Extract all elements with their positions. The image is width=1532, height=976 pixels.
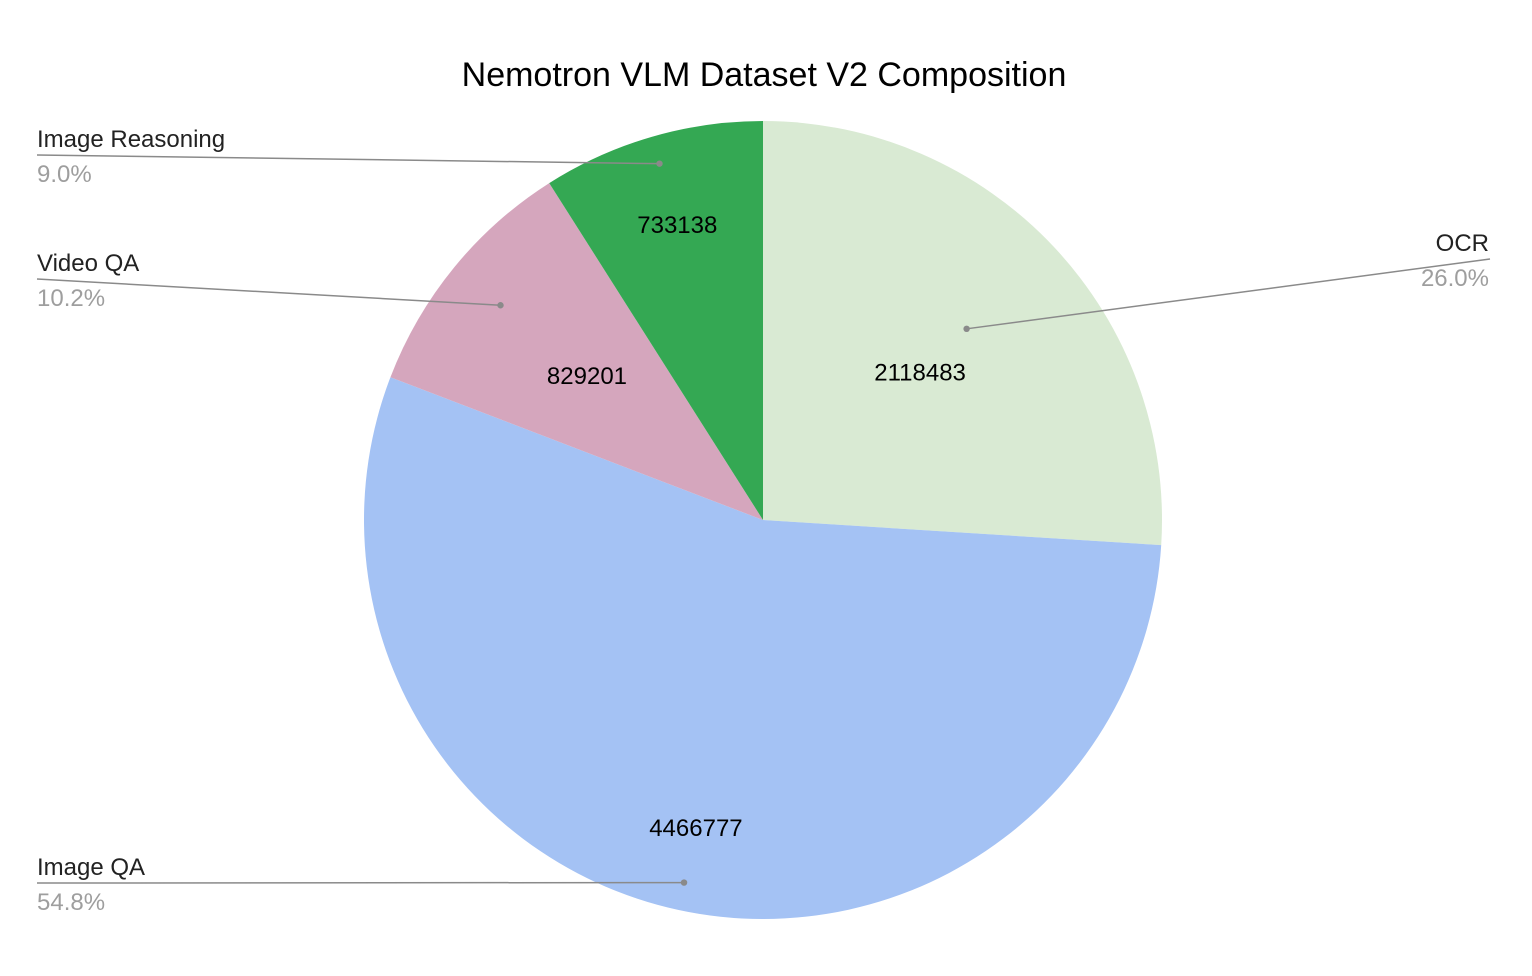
leader-dot-image-reasoning: [656, 160, 663, 167]
leader-dot-image-qa: [680, 879, 688, 886]
callout-leaders: [36, 154, 1491, 886]
value-label-image-qa: 4466777: [649, 815, 742, 842]
callout-percent-image-reasoning: 9.0%: [37, 161, 92, 188]
callout-name-video-qa: Video QA: [37, 250, 139, 277]
value-label-ocr: 2118483: [874, 360, 966, 387]
value-label-image-reasoning: 733138: [637, 212, 717, 239]
leader-line-image-reasoning: [36, 154, 660, 165]
value-label-video-qa: 829201: [547, 363, 627, 390]
callout-percent-image-qa: 54.8%: [37, 889, 105, 916]
slice-callouts: OCR 26.0% Image QA 54.8% Video QA 10.2% Image …: [37, 126, 1489, 916]
leader-dot-ocr: [963, 325, 970, 333]
callout-percent-video-qa: 10.2%: [37, 285, 105, 312]
callout-percent-ocr: 26.0%: [1421, 265, 1489, 292]
callout-name-ocr: OCR: [1436, 230, 1489, 257]
slice-video-qa: [390, 183, 763, 520]
slice-image-qa: [364, 377, 1162, 919]
leader-dot-video-qa: [497, 302, 504, 309]
slice-ocr: [763, 121, 1162, 546]
pie-slices: [364, 121, 1162, 919]
leader-line-video-qa: [36, 278, 501, 306]
leader-line-ocr: [966, 258, 1491, 330]
callout-name-image-qa: Image QA: [37, 854, 145, 881]
slice-value-labels: 2118483 4466777 829201 733138: [547, 212, 966, 842]
callout-name-image-reasoning: Image Reasoning: [37, 126, 225, 153]
slice-image-reasoning: [549, 121, 763, 520]
chart-title: Nemotron VLM Dataset V2 Composition: [462, 56, 1067, 94]
